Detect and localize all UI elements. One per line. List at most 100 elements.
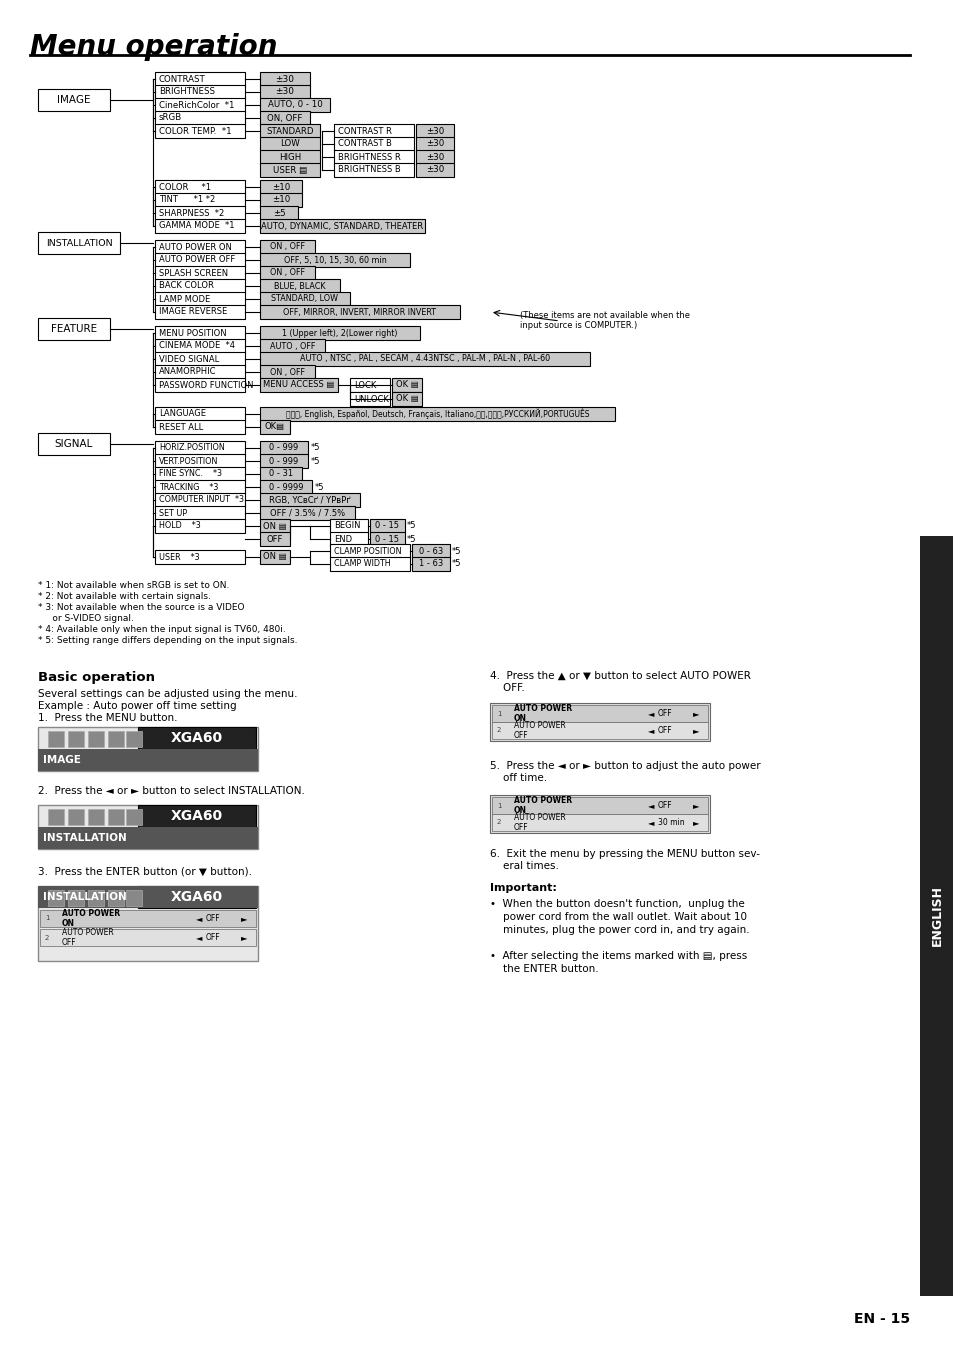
- Text: AUTO POWER
OFF: AUTO POWER OFF: [514, 721, 565, 740]
- Bar: [260, 507, 355, 520]
- Text: OK ▤: OK ▤: [395, 394, 417, 404]
- Bar: [490, 703, 709, 740]
- Text: * 1: Not available when sRGB is set to ON.: * 1: Not available when sRGB is set to O…: [38, 581, 229, 590]
- Text: * 3: Not available when the source is a VIDEO: * 3: Not available when the source is a …: [38, 603, 244, 612]
- Text: 0 - 999: 0 - 999: [269, 443, 298, 453]
- Text: CONTRAST B: CONTRAST B: [337, 139, 392, 149]
- Bar: [154, 253, 245, 267]
- Text: BRIGHTNESS R: BRIGHTNESS R: [337, 153, 400, 162]
- Text: BEGIN: BEGIN: [334, 521, 360, 531]
- Text: eral times.: eral times.: [490, 861, 558, 871]
- Bar: [334, 150, 414, 163]
- Text: 2: 2: [497, 820, 501, 825]
- Text: ◄: ◄: [647, 725, 654, 735]
- Text: AUTO POWER
ON: AUTO POWER ON: [62, 909, 120, 928]
- Text: 1: 1: [45, 916, 50, 921]
- Bar: [330, 557, 410, 571]
- Text: OFF: OFF: [206, 934, 220, 942]
- Bar: [260, 180, 302, 195]
- Bar: [416, 136, 454, 151]
- Text: OFF, MIRROR, INVERT, MIRROR INVERT: OFF, MIRROR, INVERT, MIRROR INVERT: [283, 308, 436, 316]
- Text: USER    *3: USER *3: [159, 553, 199, 562]
- Text: 6.  Exit the menu by pressing the MENU button sev-: 6. Exit the menu by pressing the MENU bu…: [490, 848, 760, 859]
- Bar: [492, 705, 707, 721]
- Bar: [260, 193, 302, 207]
- Bar: [154, 280, 245, 293]
- Text: 0 - 9999: 0 - 9999: [269, 482, 303, 492]
- Text: 0 - 31: 0 - 31: [269, 470, 293, 478]
- Bar: [138, 805, 255, 827]
- Bar: [260, 493, 359, 507]
- Text: ENGLISH: ENGLISH: [929, 885, 943, 947]
- Text: CLAMP WIDTH: CLAMP WIDTH: [334, 559, 390, 569]
- Text: RESET ALL: RESET ALL: [159, 423, 203, 431]
- Text: 1 (Upper left), 2(Lower right): 1 (Upper left), 2(Lower right): [282, 328, 397, 338]
- Text: ON , OFF: ON , OFF: [270, 242, 305, 251]
- Bar: [154, 292, 245, 305]
- Bar: [334, 163, 414, 177]
- Text: ANAMORPHIC: ANAMORPHIC: [159, 367, 216, 377]
- Bar: [330, 519, 368, 534]
- Bar: [350, 392, 390, 407]
- Text: IMAGE REVERSE: IMAGE REVERSE: [159, 308, 227, 316]
- Bar: [38, 434, 110, 455]
- Text: OFF.: OFF.: [490, 684, 524, 693]
- Text: ±5: ±5: [273, 208, 285, 218]
- Text: XGA60: XGA60: [171, 890, 223, 904]
- Bar: [38, 748, 257, 771]
- Bar: [260, 205, 297, 220]
- Text: AUTO, DYNAMIC, STANDARD, THEATER: AUTO, DYNAMIC, STANDARD, THEATER: [261, 222, 423, 231]
- Text: AUTO , NTSC , PAL , SECAM , 4.43NTSC , PAL-M , PAL-N , PAL-60: AUTO , NTSC , PAL , SECAM , 4.43NTSC , P…: [299, 354, 550, 363]
- Text: sRGB: sRGB: [159, 113, 182, 123]
- Bar: [154, 365, 245, 380]
- Text: TRACKING    *3: TRACKING *3: [159, 482, 218, 492]
- Text: *5: *5: [452, 547, 461, 555]
- Text: EN - 15: EN - 15: [853, 1312, 909, 1325]
- Text: ◄: ◄: [195, 934, 202, 942]
- Bar: [334, 136, 414, 151]
- Text: OK ▤: OK ▤: [395, 381, 417, 389]
- Bar: [260, 124, 319, 138]
- Bar: [370, 532, 405, 546]
- Text: * 2: Not available with certain signals.: * 2: Not available with certain signals.: [38, 592, 211, 601]
- Bar: [260, 99, 330, 112]
- Bar: [68, 809, 84, 825]
- Bar: [154, 205, 245, 220]
- Text: LOW: LOW: [280, 139, 299, 149]
- Bar: [154, 420, 245, 434]
- Text: INSTALLATION: INSTALLATION: [43, 834, 127, 843]
- Bar: [260, 454, 308, 467]
- Bar: [416, 124, 454, 138]
- Text: ◄: ◄: [647, 817, 654, 827]
- Bar: [154, 550, 245, 563]
- Text: FEATURE: FEATURE: [51, 324, 97, 334]
- Bar: [260, 280, 339, 293]
- Bar: [154, 266, 245, 280]
- Bar: [126, 731, 142, 747]
- Text: OFF, 5, 10, 15, 30, 60 min: OFF, 5, 10, 15, 30, 60 min: [283, 255, 386, 265]
- Text: 2: 2: [45, 935, 50, 940]
- Bar: [154, 99, 245, 112]
- Text: ±10: ±10: [272, 196, 290, 204]
- Text: GAMMA MODE  *1: GAMMA MODE *1: [159, 222, 234, 231]
- Bar: [154, 111, 245, 126]
- Bar: [260, 480, 312, 494]
- Text: COMPUTER INPUT  *3: COMPUTER INPUT *3: [159, 496, 244, 504]
- Bar: [260, 420, 290, 434]
- Text: OFF: OFF: [206, 915, 220, 923]
- Bar: [154, 454, 245, 467]
- Text: COLOR TEMP.  *1: COLOR TEMP. *1: [159, 127, 232, 135]
- Bar: [392, 392, 421, 407]
- Bar: [154, 219, 245, 232]
- Text: *5: *5: [311, 457, 320, 466]
- Text: AUTO POWER
OFF: AUTO POWER OFF: [62, 928, 113, 947]
- Text: *5: *5: [452, 559, 461, 569]
- Text: ±30: ±30: [275, 74, 294, 84]
- Text: AUTO POWER OFF: AUTO POWER OFF: [159, 255, 235, 265]
- Bar: [154, 519, 245, 534]
- Text: ►: ►: [692, 801, 699, 811]
- Text: SPLASH SCREEN: SPLASH SCREEN: [159, 269, 228, 277]
- Text: ON ▤: ON ▤: [263, 553, 287, 562]
- Bar: [492, 797, 707, 815]
- Text: AUTO POWER
OFF: AUTO POWER OFF: [514, 813, 565, 832]
